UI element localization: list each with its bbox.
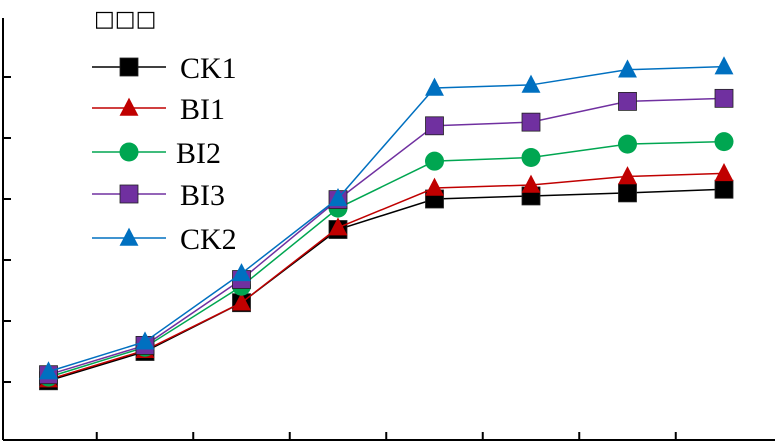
- series-line-bi3: [48, 97, 725, 376]
- data-point-bi1: [232, 292, 251, 311]
- legend-marker-ck2: [119, 227, 139, 246]
- data-point-bi1: [714, 163, 734, 182]
- series-line-bi2: [48, 140, 725, 378]
- data-point-ck2: [714, 56, 734, 75]
- legend-label-ck2: CK2: [180, 223, 237, 256]
- data-point-ck2: [521, 74, 541, 93]
- data-point-ck2: [618, 59, 637, 78]
- data-point-bi2: [521, 148, 541, 168]
- data-point-ck2: [328, 188, 348, 207]
- legend-label-bi3: BI3: [180, 179, 225, 212]
- data-point-ck2: [232, 263, 251, 282]
- data-point-bi1: [328, 217, 348, 236]
- legend-label-ck1: CK1: [180, 52, 237, 85]
- data-point-bi1: [618, 166, 637, 185]
- data-point-bi2: [618, 134, 637, 154]
- data-point-ck2: [135, 331, 155, 350]
- data-point-bi1: [521, 174, 541, 193]
- data-point-bi3: [714, 88, 734, 108]
- legend-label-bi1: BI1: [180, 93, 225, 126]
- legend-label-bi2: BI2: [176, 137, 221, 170]
- series-group: [39, 56, 734, 391]
- data-point-ck2: [39, 361, 58, 380]
- data-point-bi2: [425, 151, 444, 171]
- axes: [2, 18, 775, 441]
- legend-marker-bi3: [119, 184, 139, 204]
- series-line-bi1: [48, 172, 725, 381]
- series-line-ck1: [48, 188, 725, 382]
- legend-marker-ck1: [119, 57, 139, 77]
- data-point-bi3: [521, 112, 541, 132]
- data-point-bi3: [618, 92, 637, 111]
- data-point-bi1: [425, 177, 444, 196]
- data-point-ck1: [618, 183, 637, 203]
- legend-marker-bi1: [119, 97, 139, 116]
- series-line-ck2: [48, 65, 725, 373]
- data-point-ck2: [425, 77, 444, 96]
- legend-marker-bi2: [119, 142, 139, 162]
- data-point-bi3: [425, 116, 444, 136]
- legend: CK1 BI1 BI2 BI3 CK2: [92, 52, 237, 256]
- chart-title: □□□: [94, 7, 156, 32]
- data-point-bi2: [714, 132, 734, 152]
- data-point-ck1: [714, 179, 734, 199]
